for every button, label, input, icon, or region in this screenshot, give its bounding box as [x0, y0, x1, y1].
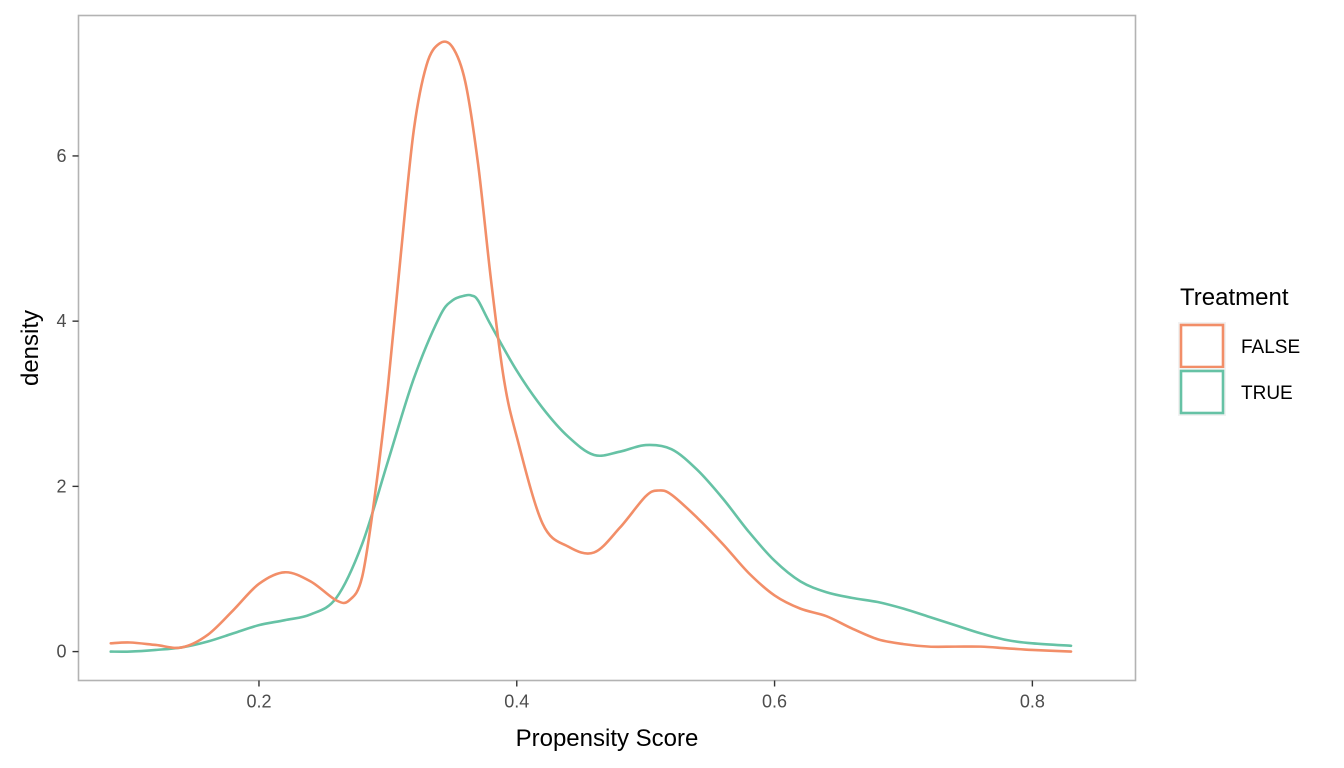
y-tick-label: 0: [56, 642, 66, 662]
x-axis-title: Propensity Score: [516, 725, 699, 752]
y-tick-label: 2: [56, 476, 66, 496]
x-tick-label: 0.6: [762, 692, 787, 712]
legend: Treatment FALSE TRUE: [1178, 284, 1300, 416]
x-axis: 0.2 0.4 0.6 0.8: [246, 680, 1045, 712]
y-tick-label: 6: [56, 146, 66, 166]
y-tick-label: 4: [56, 311, 66, 331]
y-axis-title: density: [17, 310, 44, 386]
legend-key-false: [1179, 323, 1225, 369]
x-tick-label: 0.8: [1020, 692, 1045, 712]
legend-label-true: TRUE: [1241, 383, 1293, 404]
legend-key-true: [1179, 369, 1225, 415]
series-layer: [109, 40, 1073, 654]
series-line-false: [109, 40, 1073, 653]
legend-label-false: FALSE: [1241, 337, 1300, 358]
legend-title: Treatment: [1180, 284, 1289, 311]
y-axis: 0 2 4 6: [56, 146, 79, 662]
panel-border: [77, 14, 1137, 682]
series-line-true: [109, 293, 1073, 654]
x-tick-label: 0.2: [246, 692, 271, 712]
x-tick-label: 0.4: [504, 692, 529, 712]
